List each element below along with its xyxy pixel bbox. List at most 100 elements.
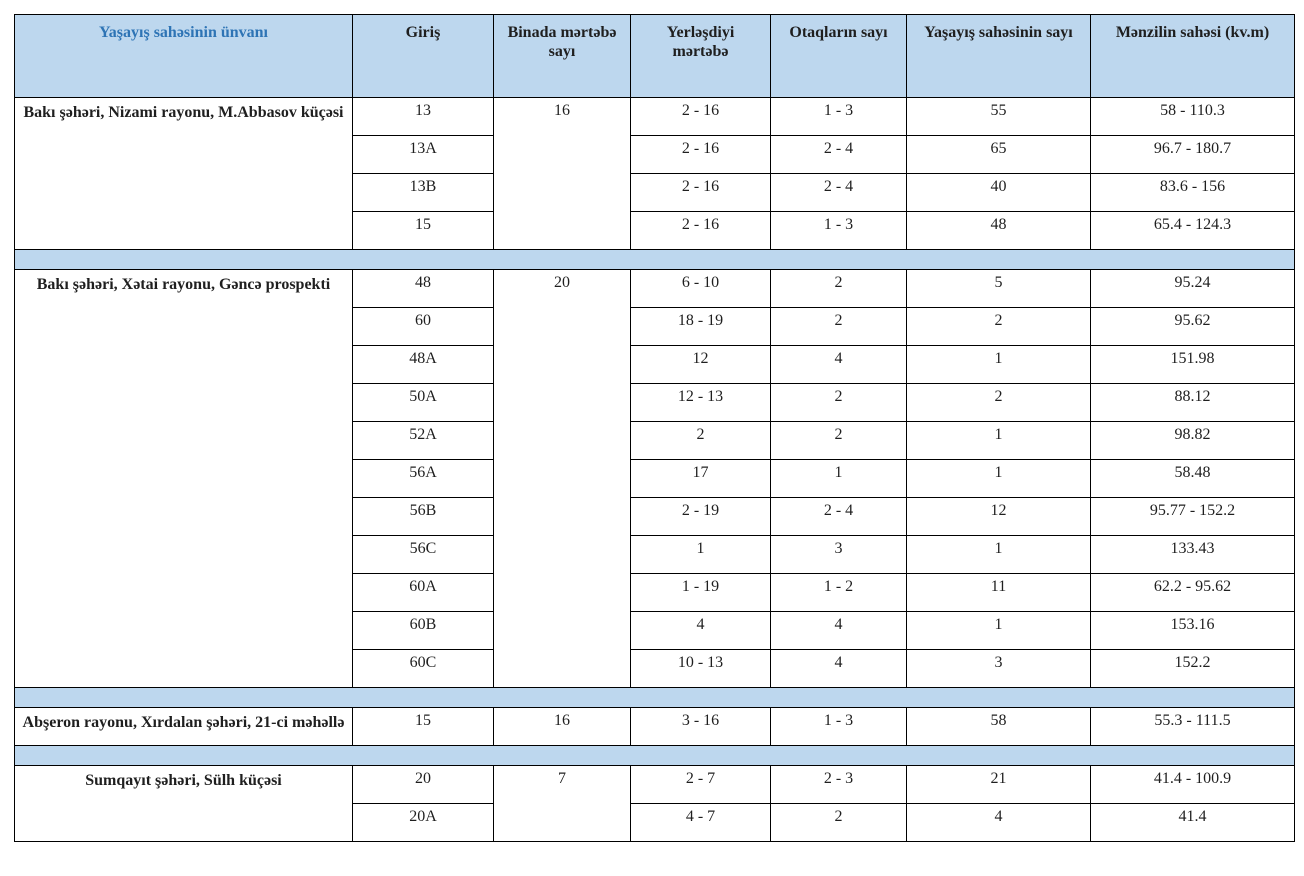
- cell-located-floor: 4: [630, 611, 771, 650]
- cell-entrance: 60C: [352, 649, 494, 688]
- cell-entrance: 13A: [352, 135, 494, 174]
- cell-apartment-area: 55.3 - 111.5: [1090, 707, 1295, 746]
- table-row: 15 2 - 16 1 - 3 48 65.4 - 124.3: [15, 211, 1295, 250]
- cell-located-floor: 2 - 19: [630, 497, 771, 536]
- cell-building-floors: 7: [493, 765, 631, 842]
- cell-rooms-count: 2: [770, 269, 907, 308]
- cell-located-floor: 2: [630, 421, 771, 460]
- cell-units-count: 12: [906, 497, 1091, 536]
- cell-entrance: 60A: [352, 573, 494, 612]
- cell-building-floors: 16: [493, 707, 631, 746]
- table-row: 13B 2 - 16 2 - 4 40 83.6 - 156: [15, 173, 1295, 212]
- cell-rooms-count: 1 - 3: [770, 97, 907, 136]
- cell-rooms-count: 3: [770, 535, 907, 574]
- cell-apartment-area: 133.43: [1090, 535, 1295, 574]
- cell-apartment-area: 88.12: [1090, 383, 1295, 422]
- cell-located-floor: 2 - 16: [630, 97, 771, 136]
- cell-entrance: 15: [352, 211, 494, 250]
- cell-located-floor: 17: [630, 459, 771, 498]
- separator-row: [14, 745, 1295, 766]
- separator-cell: [14, 687, 1295, 708]
- cell-located-floor: 10 - 13: [630, 649, 771, 688]
- cell-apartment-area: 98.82: [1090, 421, 1295, 460]
- cell-entrance: 13B: [352, 173, 494, 212]
- cell-apartment-area: 95.77 - 152.2: [1090, 497, 1295, 536]
- header-entrance: Giriş: [352, 14, 494, 98]
- cell-rooms-count: 2 - 3: [770, 765, 907, 804]
- cell-entrance: 13: [352, 97, 494, 136]
- cell-rooms-count: 1 - 3: [770, 211, 907, 250]
- header-rooms-count: Otaqların sayı: [770, 14, 907, 98]
- cell-units-count: 58: [906, 707, 1091, 746]
- cell-located-floor: 2 - 7: [630, 765, 771, 804]
- cell-rooms-count: 4: [770, 611, 907, 650]
- cell-rooms-count: 2: [770, 421, 907, 460]
- cell-rooms-count: 2 - 4: [770, 497, 907, 536]
- table-row: Bakı şəhəri, Nizami rayonu, M.Abbasov kü…: [14, 97, 1295, 250]
- cell-building-floors: 16: [493, 97, 631, 250]
- table-row: 50A 12 - 13 2 2 88.12: [15, 383, 1295, 422]
- table-row: 48A 12 4 1 151.98: [15, 345, 1295, 384]
- cell-located-floor: 2 - 16: [630, 173, 771, 212]
- table-row: 60C 10 - 13 4 3 152.2: [15, 649, 1295, 688]
- header-building-floors: Binada mərtəbə sayı: [493, 14, 631, 98]
- cell-rooms-count: 4: [770, 649, 907, 688]
- cell-entrance: 50A: [352, 383, 494, 422]
- cell-rooms-count: 2 - 4: [770, 135, 907, 174]
- address-cell: Bakı şəhəri, Nizami rayonu, M.Abbasov kü…: [14, 97, 353, 250]
- cell-rooms-count: 2: [770, 307, 907, 346]
- header-located-floor: Yerləşdiyi mərtəbə: [630, 14, 771, 98]
- header-apartment-area: Mənzilin sahəsi (kv.m): [1090, 14, 1295, 98]
- cell-rooms-count: 2: [770, 803, 907, 842]
- table-row: 52A 2 2 1 98.82: [15, 421, 1295, 460]
- cell-located-floor: 1 - 19: [630, 573, 771, 612]
- cell-rooms-count: 1 - 2: [770, 573, 907, 612]
- cell-rooms-count: 1 - 3: [770, 707, 907, 746]
- table-header-row: Yaşayış sahəsinin ünvanı Giriş Binada mə…: [14, 14, 1295, 98]
- cell-entrance: 56B: [352, 497, 494, 536]
- cell-units-count: 1: [906, 535, 1091, 574]
- table-body: Bakı şəhəri, Nizami rayonu, M.Abbasov kü…: [14, 97, 1295, 842]
- cell-rooms-count: 1: [770, 459, 907, 498]
- cell-apartment-area: 58 - 110.3: [1090, 97, 1295, 136]
- cell-located-floor: 2 - 16: [630, 211, 771, 250]
- cell-entrance: 15: [352, 707, 494, 746]
- separator-cell: [14, 249, 1295, 270]
- separator-row: [14, 249, 1295, 270]
- cell-rooms-count: 2: [770, 383, 907, 422]
- cell-units-count: 2: [906, 383, 1091, 422]
- address-cell: Sumqayıt şəhəri, Sülh küçəsi: [14, 765, 353, 842]
- cell-entrance: 48A: [352, 345, 494, 384]
- cell-units-count: 1: [906, 611, 1091, 650]
- cell-units-count: 3: [906, 649, 1091, 688]
- cell-building-floors: 20: [493, 269, 631, 688]
- table-row: 56C 1 3 1 133.43: [15, 535, 1295, 574]
- cell-entrance: 48: [352, 269, 494, 308]
- cell-rooms-count: 4: [770, 345, 907, 384]
- header-address: Yaşayış sahəsinin ünvanı: [14, 14, 353, 98]
- address-cell: Abşeron rayonu, Xırdalan şəhəri, 21-ci m…: [14, 707, 353, 746]
- cell-entrance: 20A: [352, 803, 494, 842]
- cell-located-floor: 6 - 10: [630, 269, 771, 308]
- cell-entrance: 52A: [352, 421, 494, 460]
- cell-apartment-area: 65.4 - 124.3: [1090, 211, 1295, 250]
- cell-located-floor: 12 - 13: [630, 383, 771, 422]
- cell-entrance: 60: [352, 307, 494, 346]
- cell-apartment-area: 41.4: [1090, 803, 1295, 842]
- cell-units-count: 2: [906, 307, 1091, 346]
- cell-units-count: 11: [906, 573, 1091, 612]
- table-row: 13A 2 - 16 2 - 4 65 96.7 - 180.7: [15, 135, 1295, 174]
- cell-units-count: 5: [906, 269, 1091, 308]
- cell-located-floor: 1: [630, 535, 771, 574]
- cell-apartment-area: 152.2: [1090, 649, 1295, 688]
- table-row: Abşeron rayonu, Xırdalan şəhəri, 21-ci m…: [14, 707, 1295, 746]
- table-row: 20A 4 - 7 2 4 41.4: [15, 803, 1295, 842]
- cell-apartment-area: 62.2 - 95.62: [1090, 573, 1295, 612]
- cell-located-floor: 4 - 7: [630, 803, 771, 842]
- cell-rooms-count: 2 - 4: [770, 173, 907, 212]
- cell-entrance: 60B: [352, 611, 494, 650]
- table-row: Bakı şəhəri, Xətai rayonu, Gəncə prospek…: [14, 269, 1295, 688]
- cell-units-count: 1: [906, 421, 1091, 460]
